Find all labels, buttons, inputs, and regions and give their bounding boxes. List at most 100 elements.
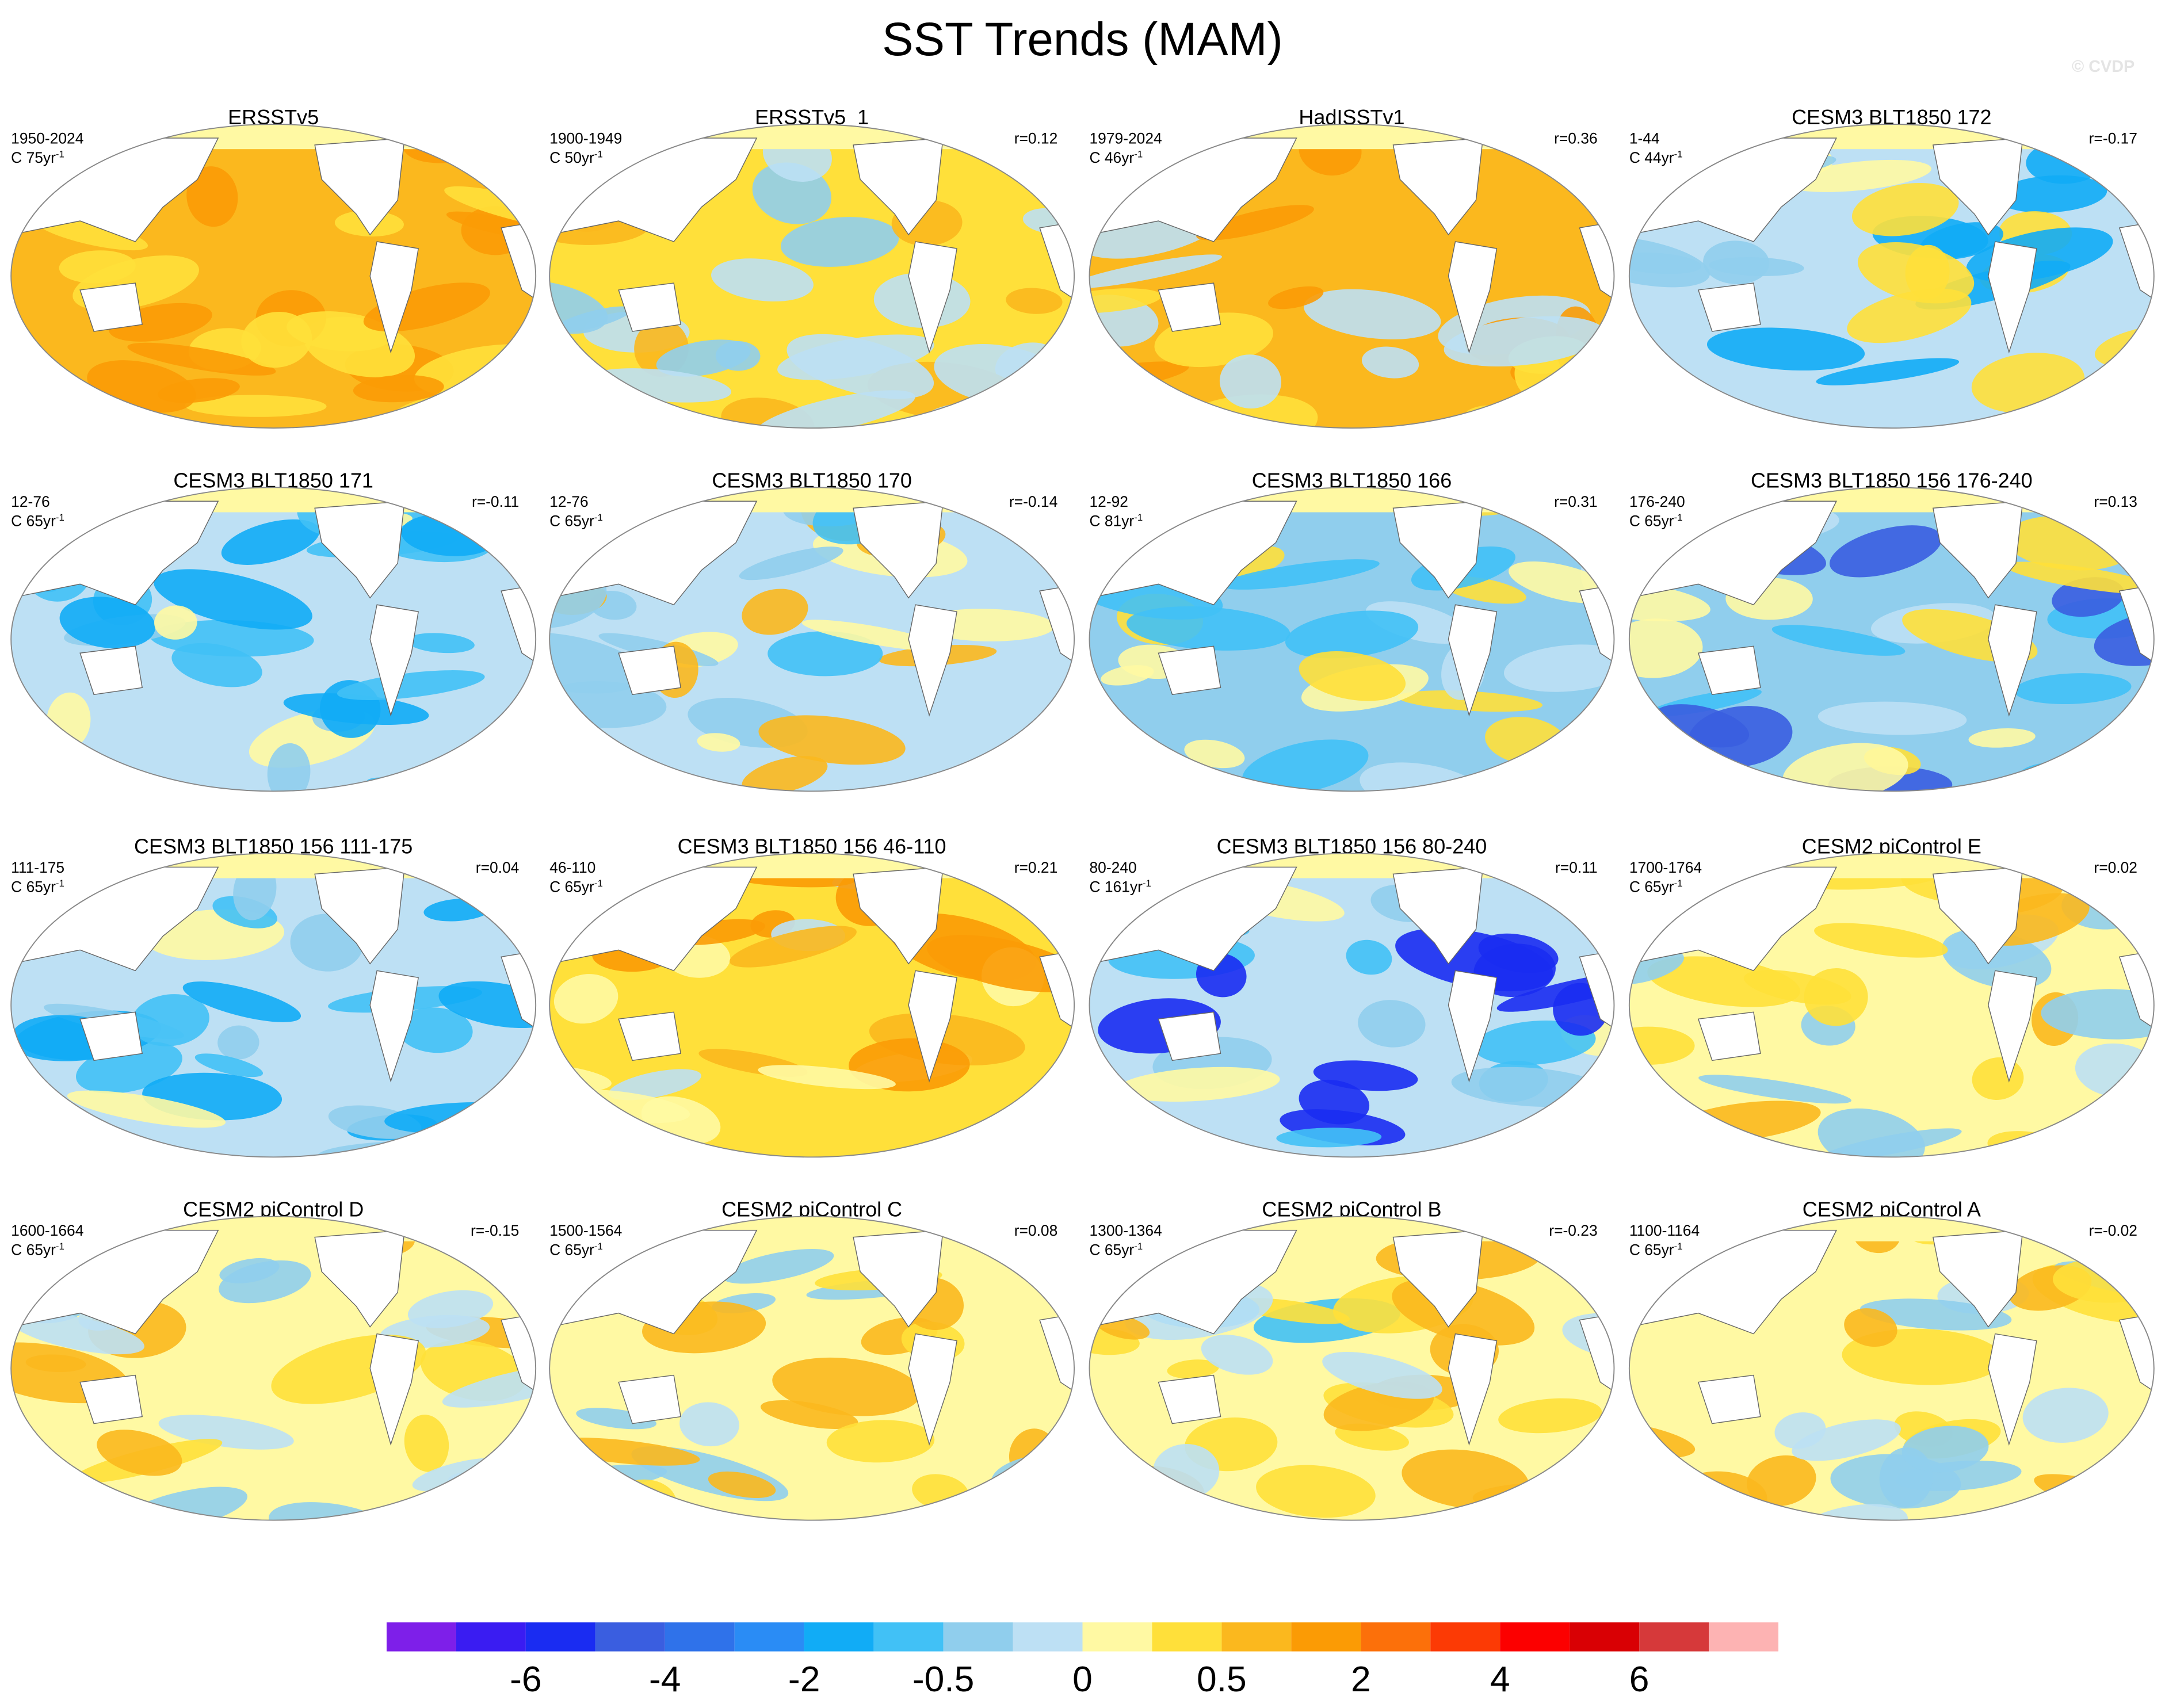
sst-anomaly	[608, 1069, 701, 1101]
trend-length-text: C 44yr	[1629, 149, 1674, 166]
trend-length-text: C 46yr	[1089, 149, 1134, 166]
trend-length-exponent: -1	[56, 878, 64, 889]
map-outline	[1089, 1216, 1615, 1521]
sst-anomaly	[2034, 1474, 2154, 1520]
land	[618, 1374, 681, 1424]
sst-anomaly	[59, 250, 136, 284]
trend-length-text: C 65yr	[11, 878, 56, 896]
trend-length: C 46yr-1	[1089, 149, 1143, 167]
map	[1629, 487, 2154, 792]
land	[618, 282, 681, 332]
land	[908, 1333, 957, 1446]
trend-length-exponent: -1	[1674, 878, 1683, 889]
sea-ice	[11, 1216, 536, 1241]
trend-length-exponent: -1	[56, 1241, 64, 1252]
sst-anomaly	[366, 777, 521, 792]
sst-anomaly	[217, 1025, 259, 1060]
sst-anomaly	[1285, 610, 1419, 659]
sst-anomaly	[772, 1357, 921, 1416]
sst-anomaly	[337, 670, 485, 700]
sst-anomaly	[553, 306, 632, 333]
map-outline	[549, 487, 1075, 792]
r-value: r=-0.14	[1009, 493, 1057, 510]
trend-length-exponent: -1	[56, 512, 64, 523]
sst-anomaly	[549, 632, 644, 694]
trend-length: C 65yr-1	[11, 512, 64, 530]
sst-anomaly	[722, 1249, 834, 1284]
sst-anomaly	[154, 569, 312, 630]
period: 111-175	[11, 859, 64, 876]
r-value: r=0.21	[1014, 859, 1058, 876]
sst-anomaly	[1346, 939, 1392, 975]
land	[908, 604, 957, 717]
sst-anomaly	[826, 1420, 935, 1463]
sst-anomaly	[1276, 1128, 1382, 1148]
sst-anomaly	[171, 643, 262, 687]
map	[11, 124, 536, 429]
land	[369, 241, 419, 354]
period: 1500-1564	[549, 1222, 622, 1239]
trend-length-text: C 161yr	[1089, 878, 1143, 896]
trend-length-exponent: -1	[1674, 149, 1683, 160]
colorbar-box	[665, 1622, 735, 1652]
map-outline	[1089, 853, 1615, 1158]
land	[1697, 1011, 1761, 1061]
sst-anomaly	[1361, 346, 1419, 379]
sst-anomaly	[2004, 561, 2154, 595]
colorbar-box	[386, 1622, 456, 1652]
trend-length: C 65yr-1	[549, 878, 603, 896]
sst-anomaly	[1498, 1398, 1602, 1434]
land	[1988, 604, 2037, 717]
sea-ice	[549, 487, 1075, 513]
land	[908, 970, 957, 1083]
sst-anomaly	[1901, 1426, 1989, 1473]
sst-anomaly	[1698, 1075, 1851, 1104]
sst-anomaly	[1568, 742, 1614, 771]
sea-ice	[549, 1216, 1075, 1241]
sea-ice	[1629, 1216, 2154, 1241]
sst-anomaly	[1844, 1308, 1897, 1347]
r-value: r=0.02	[2094, 859, 2137, 876]
sst-anomaly	[1395, 928, 1553, 992]
trend-length: C 81yr-1	[1089, 512, 1143, 530]
sst-anomaly	[739, 547, 843, 580]
sst-anomaly	[1852, 182, 1959, 236]
sst-anomaly	[1709, 257, 1804, 276]
sst-anomaly	[1242, 739, 1369, 792]
sea-ice	[549, 853, 1075, 878]
sst-anomaly	[1629, 1026, 1695, 1065]
trend-length-text: C 65yr	[11, 512, 56, 529]
trend-length-text: C 81yr	[1089, 512, 1134, 529]
trend-length-exponent: -1	[594, 1241, 603, 1252]
trend-length-text: C 65yr	[11, 1241, 56, 1259]
sea-ice	[1629, 487, 2154, 513]
colorbar-box	[1291, 1622, 1361, 1652]
sst-anomaly	[439, 766, 536, 792]
sst-anomaly	[786, 334, 934, 399]
sst-anomaly	[35, 216, 148, 251]
sst-anomaly	[1995, 416, 2117, 429]
period: 12-76	[11, 493, 49, 510]
r-value: r=0.13	[2094, 493, 2137, 510]
trend-length-exponent: -1	[1134, 149, 1143, 160]
sst-anomaly	[1857, 242, 1975, 304]
sst-anomaly	[1830, 525, 1942, 578]
sst-anomaly	[1256, 1465, 1376, 1518]
colorbar-label: -4	[649, 1660, 681, 1699]
sst-anomaly	[1747, 1455, 1816, 1507]
sst-anomaly	[120, 1487, 247, 1520]
map	[549, 124, 1075, 429]
r-value: r=-0.23	[1549, 1222, 1597, 1239]
sst-anomaly	[758, 715, 906, 765]
sst-anomaly	[1817, 701, 1967, 735]
map-outline	[1089, 487, 1615, 792]
land	[618, 645, 681, 696]
land	[369, 1333, 419, 1446]
sst-anomaly	[127, 342, 276, 376]
sst-anomaly	[2014, 673, 2132, 705]
sea-ice	[11, 124, 536, 150]
